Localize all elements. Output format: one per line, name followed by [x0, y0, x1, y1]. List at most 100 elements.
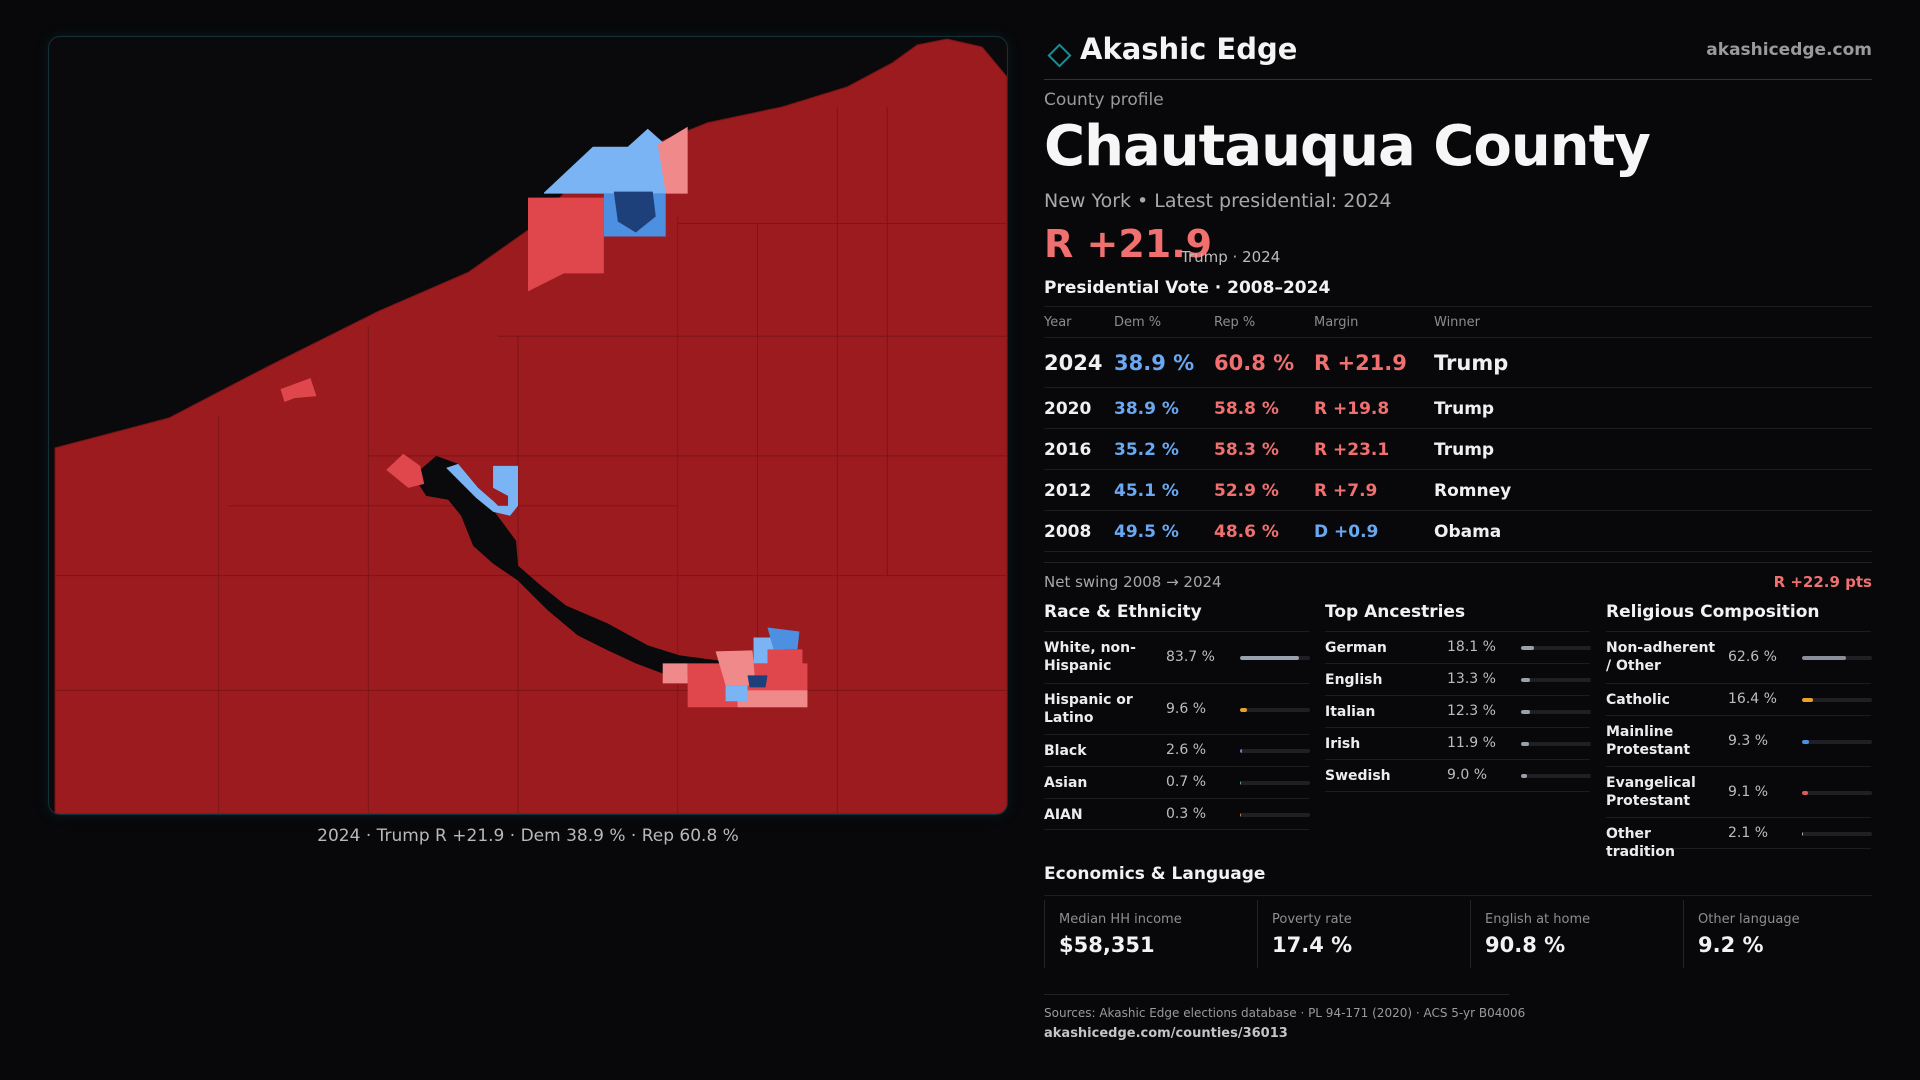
precinct-jamestown-4	[767, 627, 800, 650]
religion-bar-fill	[1802, 790, 1809, 795]
religion-bar-track	[1802, 739, 1872, 744]
ancestry-bar-fill	[1521, 774, 1528, 778]
vote-row: 2008 49.5 % 48.6 % D +0.9 Obama	[1044, 511, 1872, 552]
ancestry-value: 11.9 %	[1447, 735, 1496, 751]
race-label: Asian	[1044, 775, 1088, 791]
race-bar-track	[1240, 781, 1310, 785]
religion-bar-fill	[1802, 739, 1809, 744]
religion-label: Mainline Protestant	[1606, 724, 1691, 758]
religion-bar-track	[1802, 698, 1872, 702]
precinct-jamestown-5	[747, 675, 768, 688]
race-section-title: Race & Ethnicity	[1044, 600, 1309, 632]
vote-rep-pct: 52.9 %	[1214, 481, 1279, 501]
race-row: AIAN 0.3 %	[1044, 799, 1310, 830]
econ-stat-value: 17.4 %	[1272, 933, 1353, 957]
ancestry-bar-track	[1521, 742, 1591, 746]
header-dem: Dem %	[1114, 315, 1162, 330]
religion-bar-fill	[1802, 831, 1804, 836]
vote-rep-pct: 60.8 %	[1214, 351, 1295, 375]
race-rows: White, non-Hispanic 83.7 % Hispanic or Lat…	[1044, 632, 1310, 830]
ancestry-value: 13.3 %	[1447, 671, 1496, 687]
precinct-jamestown-6	[737, 690, 808, 708]
header-rep: Rep %	[1214, 315, 1256, 330]
precinct-west	[280, 378, 317, 403]
map-caption: 2024 · Trump R +21.9 · Dem 38.9 % · Rep …	[317, 826, 739, 846]
precinct-north-1	[528, 197, 604, 292]
econ-stats: Median HH income $58,351 Poverty rate 17.4 …	[1044, 900, 1872, 968]
vote-dem-pct: 49.5 %	[1114, 522, 1179, 542]
brand-header: Akashic Edge akashicedge.com	[1044, 30, 1872, 80]
vote-row: 2016 35.2 % 58.3 % R +23.1 Trump	[1044, 429, 1872, 470]
race-label: White, non-Hispanic	[1044, 640, 1136, 674]
net-swing-label: Net swing 2008 → 2024	[1044, 573, 1222, 591]
vote-row: 2020 38.9 % 58.8 % R +19.8 Trump	[1044, 388, 1872, 429]
vote-margin: R +23.1	[1314, 440, 1390, 460]
race-bar-fill	[1240, 749, 1242, 753]
race-ethnicity-section: Race & Ethnicity White, non-Hispanic 83.7…	[1044, 600, 1310, 830]
vote-winner: Obama	[1434, 522, 1502, 542]
religion-value: 62.6 %	[1728, 649, 1777, 665]
sources-divider	[1044, 994, 1509, 995]
ancestry-label: English	[1325, 672, 1383, 688]
econ-stat: Poverty rate 17.4 %	[1257, 900, 1463, 968]
header-winner: Winner	[1434, 315, 1481, 330]
county-shape	[54, 38, 1007, 814]
ancestry-value: 18.1 %	[1447, 639, 1496, 655]
precinct-north-4	[613, 191, 656, 233]
brand-url-link[interactable]: akashicedge.com	[1706, 40, 1872, 60]
religion-section: Religious Composition Non-adherent / Oth…	[1606, 600, 1872, 860]
race-bar-fill	[1240, 812, 1242, 817]
race-value: 2.6 %	[1166, 742, 1207, 758]
ancestry-label: Swedish	[1325, 768, 1391, 784]
ancestry-row: English 13.3 %	[1325, 664, 1591, 696]
econ-stat-label: Median HH income	[1059, 912, 1182, 927]
header-year: Year	[1044, 315, 1072, 330]
econ-section-title: Economics & Language	[1044, 864, 1266, 884]
econ-stat: Other language 9.2 %	[1683, 900, 1889, 968]
brand-name: Akashic Edge	[1080, 32, 1298, 66]
ancestry-row: Irish 11.9 %	[1325, 728, 1591, 760]
precinct-map-svg	[54, 38, 1007, 814]
ancestry-label: Italian	[1325, 704, 1376, 720]
econ-stat-label: English at home	[1485, 912, 1591, 927]
ancestry-bar-fill	[1521, 742, 1530, 746]
vote-winner: Trump	[1434, 351, 1509, 375]
race-label: Hispanic or Latino	[1044, 692, 1133, 726]
ancestry-row: Swedish 9.0 %	[1325, 760, 1591, 792]
race-value: 0.3 %	[1166, 805, 1207, 822]
sources-url-link[interactable]: akashicedge.com/counties/36013	[1044, 1026, 1288, 1041]
race-value: 83.7 %	[1166, 649, 1215, 665]
ancestry-row: Italian 12.3 %	[1325, 696, 1591, 728]
religion-row: Other tradition 2.1 %	[1606, 818, 1872, 860]
header-margin: Margin	[1314, 315, 1359, 330]
county-map[interactable]	[48, 36, 1008, 815]
vote-margin: R +19.8	[1314, 399, 1390, 419]
vote-margin: R +7.9	[1314, 481, 1378, 501]
vote-year: 2020	[1044, 399, 1092, 419]
vote-dem-pct: 38.9 %	[1114, 351, 1195, 375]
religion-bar-track	[1802, 656, 1872, 660]
vote-winner: Trump	[1434, 440, 1495, 460]
race-value: 9.6 %	[1166, 700, 1207, 717]
vote-margin: D +0.9	[1314, 522, 1379, 542]
vote-row: 2012 45.1 % 52.9 % R +7.9 Romney	[1044, 470, 1872, 511]
race-row: White, non-Hispanic 83.7 %	[1044, 632, 1310, 684]
ancestry-section: Top Ancestries German 18.1 % English 13.3 %…	[1325, 600, 1591, 792]
religion-bar-track	[1802, 790, 1872, 795]
race-row: Asian 0.7 %	[1044, 767, 1310, 799]
race-bar-track	[1240, 749, 1310, 753]
econ-stat-value: $58,351	[1059, 933, 1155, 957]
race-row: Black 2.6 %	[1044, 735, 1310, 767]
religion-label: Other tradition	[1606, 825, 1675, 860]
religion-bar-track	[1802, 831, 1872, 836]
religion-row: Non-adherent / Other 62.6 %	[1606, 632, 1872, 684]
ancestry-bar-fill	[1521, 678, 1531, 682]
race-label: AIAN	[1044, 806, 1083, 823]
vote-rep-pct: 58.8 %	[1214, 399, 1279, 419]
ancestry-row: German 18.1 %	[1325, 632, 1591, 664]
vote-dem-pct: 38.9 %	[1114, 399, 1179, 419]
econ-stat-label: Poverty rate	[1272, 912, 1352, 927]
precinct-north-2	[543, 128, 666, 194]
vote-section-title: Presidential Vote · 2008–2024	[1044, 278, 1331, 298]
econ-stat-value: 90.8 %	[1485, 933, 1566, 957]
